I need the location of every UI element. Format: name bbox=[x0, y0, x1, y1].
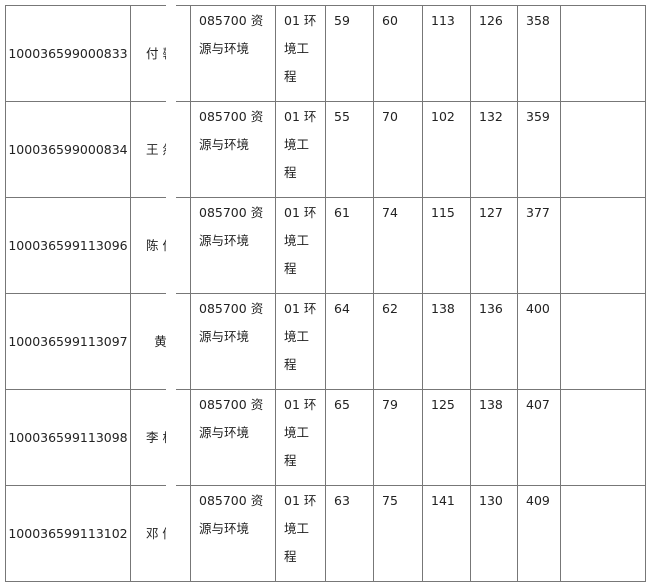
candidate-name: 陈 俊 bbox=[130, 197, 191, 294]
total-score: 407 bbox=[517, 389, 561, 486]
note bbox=[560, 293, 646, 390]
score-politics: 61 bbox=[325, 197, 374, 294]
program: 085700 资源与环境 bbox=[190, 485, 276, 582]
score-politics: 64 bbox=[325, 293, 374, 390]
score-english: 75 bbox=[373, 485, 423, 582]
score-subject1: 141 bbox=[422, 485, 471, 582]
score-politics: 55 bbox=[325, 101, 374, 198]
program: 085700 资源与环境 bbox=[190, 197, 276, 294]
score-politics: 63 bbox=[325, 485, 374, 582]
table-row: 100036599113097 黄 085700 资源与环境 01 环境工程 64 62 1… bbox=[5, 293, 646, 390]
note bbox=[560, 197, 646, 294]
note bbox=[560, 485, 646, 582]
total-score: 359 bbox=[517, 101, 561, 198]
direction: 01 环境工程 bbox=[275, 101, 326, 198]
score-english: 62 bbox=[373, 293, 423, 390]
score-subject1: 113 bbox=[422, 5, 471, 102]
direction: 01 环境工程 bbox=[275, 197, 326, 294]
candidate-name: 李 杭 bbox=[130, 389, 191, 486]
table-row: 100036599000834 王 然 085700 资源与环境 01 环境工程 55 7… bbox=[5, 101, 646, 198]
candidate-id: 100036599000833 bbox=[5, 5, 131, 102]
table-row: 100036599113102 邓 倩 085700 资源与环境 01 环境工程 63 7… bbox=[5, 485, 646, 582]
candidate-id: 100036599113097 bbox=[5, 293, 131, 390]
note bbox=[560, 389, 646, 486]
total-score: 377 bbox=[517, 197, 561, 294]
score-subject2: 132 bbox=[470, 101, 518, 198]
score-english: 70 bbox=[373, 101, 423, 198]
candidate-name: 黄 bbox=[130, 293, 191, 390]
redaction-mask bbox=[166, 5, 176, 580]
score-subject1: 102 bbox=[422, 101, 471, 198]
program: 085700 资源与环境 bbox=[190, 101, 276, 198]
score-subject1: 115 bbox=[422, 197, 471, 294]
table-row: 100036599113098 李 杭 085700 资源与环境 01 环境工程 65 7… bbox=[5, 389, 646, 486]
program: 085700 资源与环境 bbox=[190, 389, 276, 486]
score-subject2: 136 bbox=[470, 293, 518, 390]
score-politics: 65 bbox=[325, 389, 374, 486]
table-row: 100036599113096 陈 俊 085700 资源与环境 01 环境工程 61 7… bbox=[5, 197, 646, 294]
score-subject1: 138 bbox=[422, 293, 471, 390]
score-politics: 59 bbox=[325, 5, 374, 102]
candidate-name: 付 馨 bbox=[130, 5, 191, 102]
program: 085700 资源与环境 bbox=[190, 5, 276, 102]
direction: 01 环境工程 bbox=[275, 293, 326, 390]
total-score: 409 bbox=[517, 485, 561, 582]
score-table: 100036599000833 付 馨 085700 资源与环境 01 环境工程 59 6… bbox=[5, 5, 646, 582]
score-subject2: 127 bbox=[470, 197, 518, 294]
score-subject2: 130 bbox=[470, 485, 518, 582]
note bbox=[560, 5, 646, 102]
candidate-id: 100036599113102 bbox=[5, 485, 131, 582]
score-subject2: 126 bbox=[470, 5, 518, 102]
total-score: 358 bbox=[517, 5, 561, 102]
note bbox=[560, 101, 646, 198]
candidate-id: 100036599000834 bbox=[5, 101, 131, 198]
candidate-name: 邓 倩 bbox=[130, 485, 191, 582]
score-english: 74 bbox=[373, 197, 423, 294]
direction: 01 环境工程 bbox=[275, 5, 326, 102]
score-subject2: 138 bbox=[470, 389, 518, 486]
candidate-id: 100036599113096 bbox=[5, 197, 131, 294]
direction: 01 环境工程 bbox=[275, 485, 326, 582]
score-english: 79 bbox=[373, 389, 423, 486]
direction: 01 环境工程 bbox=[275, 389, 326, 486]
program: 085700 资源与环境 bbox=[190, 293, 276, 390]
candidate-name: 王 然 bbox=[130, 101, 191, 198]
candidate-id: 100036599113098 bbox=[5, 389, 131, 486]
score-english: 60 bbox=[373, 5, 423, 102]
total-score: 400 bbox=[517, 293, 561, 390]
score-subject1: 125 bbox=[422, 389, 471, 486]
table-row: 100036599000833 付 馨 085700 资源与环境 01 环境工程 59 6… bbox=[5, 5, 646, 102]
